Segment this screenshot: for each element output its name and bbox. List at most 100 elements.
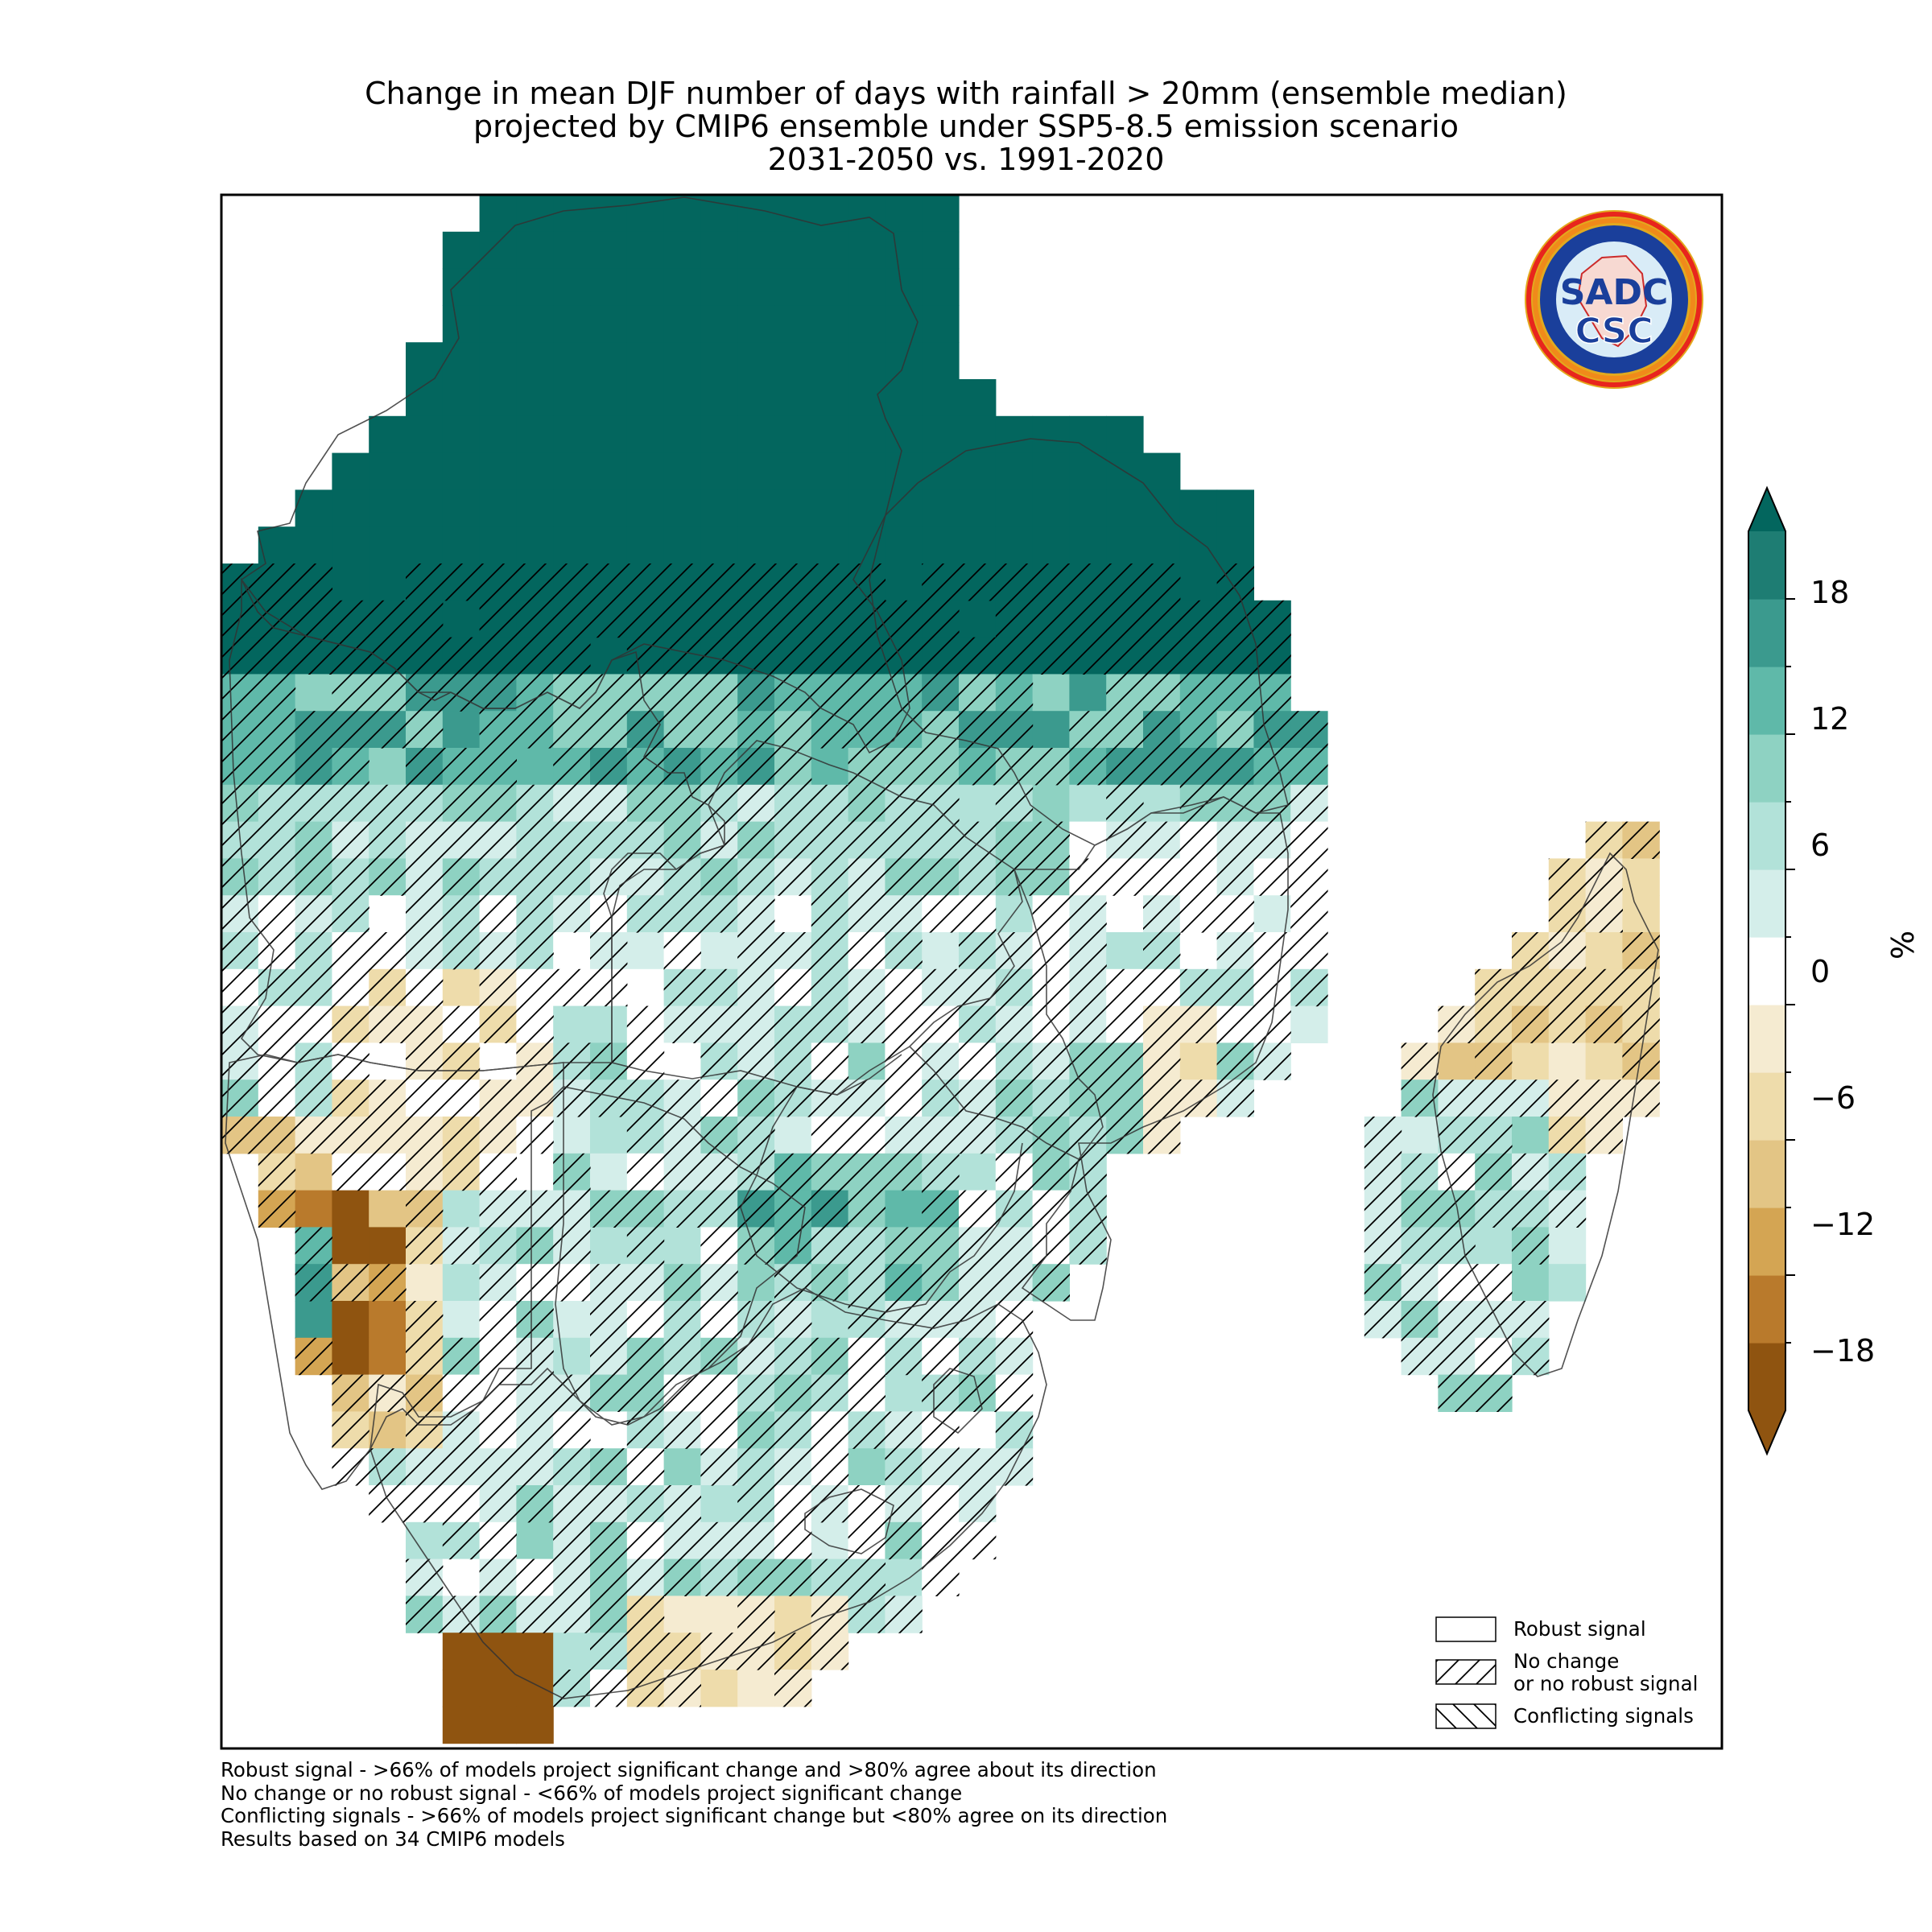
grid-cell xyxy=(1032,526,1070,564)
hatch-cell xyxy=(663,711,701,749)
hatch-cell xyxy=(737,1005,775,1043)
hatch-cell xyxy=(774,1337,812,1376)
hatch-cell xyxy=(811,1633,849,1670)
hatch-cell xyxy=(774,711,812,749)
hatch-cell xyxy=(553,1558,591,1596)
grid-cell xyxy=(442,452,481,490)
hatch-cell xyxy=(700,821,738,859)
hatch-cell xyxy=(663,674,701,712)
colorbar-tick-label: −18 xyxy=(1810,1333,1876,1368)
grid-cell xyxy=(516,379,554,417)
grid-cell xyxy=(442,489,481,527)
hatch-cell xyxy=(406,858,444,896)
hatch-cell xyxy=(737,1190,775,1228)
hatch-cell xyxy=(959,564,997,601)
hatch-cell xyxy=(737,1117,775,1154)
hatch-cell xyxy=(590,1633,628,1670)
hatch-cell xyxy=(1622,1080,1660,1117)
grid-cell xyxy=(663,489,701,527)
hatch-cell xyxy=(885,1337,923,1376)
grid-cell xyxy=(700,342,738,380)
grid-cell xyxy=(479,526,517,564)
hatch-cell xyxy=(848,1558,886,1596)
legend-label-conflicting: Conflicting signals xyxy=(1513,1704,1694,1728)
grid-cell xyxy=(332,1227,369,1265)
hatch-cell xyxy=(295,600,332,638)
hatch-cell xyxy=(479,968,517,1007)
hatch-cell xyxy=(959,932,997,970)
grid-cell xyxy=(885,1374,923,1412)
hatch-cell xyxy=(885,1448,923,1486)
hatch-cell xyxy=(479,1227,517,1265)
footnote-line: Results based on 34 CMIP6 models xyxy=(221,1827,565,1851)
hatch-cell xyxy=(258,858,296,896)
grid-cell xyxy=(406,415,444,454)
hatch-cell xyxy=(848,1596,886,1633)
hatch-cell xyxy=(369,674,407,712)
grid-cell xyxy=(663,195,701,233)
hatch-cell xyxy=(332,1153,369,1191)
hatch-cell xyxy=(848,674,886,712)
hatch-cell xyxy=(922,1080,960,1117)
hatch-cell xyxy=(663,1633,701,1670)
grid-cell xyxy=(922,231,960,270)
hatch-cell xyxy=(553,1080,591,1117)
hatch-cell xyxy=(1179,895,1218,933)
hatch-cell xyxy=(295,748,332,786)
grid-cell xyxy=(1106,489,1144,527)
hatch-cell xyxy=(479,1117,517,1154)
hatch-cell xyxy=(922,1005,960,1043)
hatch-cell xyxy=(1069,968,1107,1007)
grid-cell xyxy=(1475,1227,1513,1265)
grid-cell xyxy=(811,415,849,454)
grid-cell xyxy=(700,379,738,417)
hatch-cell xyxy=(737,600,775,638)
grid-cell xyxy=(1032,415,1070,454)
grid-cell xyxy=(811,379,849,417)
hatch-cell xyxy=(369,968,407,1007)
grid-cell xyxy=(700,526,738,564)
hatch-cell xyxy=(1032,1117,1070,1154)
hatch-cell xyxy=(1032,1153,1070,1191)
hatch-cell xyxy=(590,1670,628,1707)
hatch-cell xyxy=(406,1117,444,1154)
grid-cell xyxy=(1216,526,1254,564)
hatch-cell xyxy=(774,1485,812,1523)
hatch-cell xyxy=(848,637,886,675)
hatch-cell xyxy=(700,564,738,601)
zimbabwe-outline xyxy=(740,1046,1080,1313)
hatch-cell xyxy=(737,1411,775,1449)
hatch-cell xyxy=(1143,932,1181,970)
hatch-cell xyxy=(737,1042,775,1080)
hatch-cell xyxy=(442,748,481,786)
hatch-cell xyxy=(737,1374,775,1412)
hatch-cell xyxy=(959,674,997,712)
hatch-cell xyxy=(885,674,923,712)
hatch-cell xyxy=(811,1153,849,1191)
hatch-cell xyxy=(1475,1117,1513,1154)
grid-cell xyxy=(369,1411,407,1449)
hatch-cell xyxy=(700,1374,738,1412)
grid-cell xyxy=(885,1558,923,1596)
hatch-cell xyxy=(1106,858,1144,896)
hatch-cell xyxy=(516,600,554,638)
hatch-cell xyxy=(774,1264,812,1302)
grid-cell xyxy=(663,231,701,270)
grid-cell xyxy=(737,342,775,380)
hatch-cell xyxy=(885,821,923,859)
hatch-cell xyxy=(737,1521,775,1560)
grid-cell xyxy=(516,268,554,306)
hatch-cell xyxy=(1253,968,1291,1007)
hatch-cell xyxy=(700,1005,738,1043)
grid-cell xyxy=(922,268,960,306)
hatch-cell xyxy=(774,1670,812,1707)
hatch-cell xyxy=(737,711,775,749)
no-robust-signal-hatching xyxy=(221,564,1660,1707)
sadc-csc-logo: SADC CSC xyxy=(1525,210,1703,389)
hatch-cell xyxy=(590,1337,628,1376)
hatch-cell xyxy=(479,1485,517,1523)
hatch-cell xyxy=(663,1264,701,1302)
legend-label-no-change-2: or no robust signal xyxy=(1513,1672,1699,1695)
hatch-cell xyxy=(369,1264,407,1302)
